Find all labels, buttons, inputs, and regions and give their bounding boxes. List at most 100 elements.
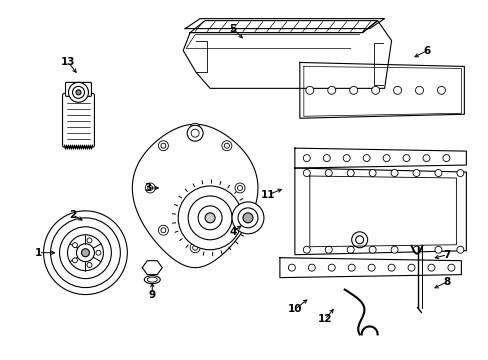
Circle shape <box>303 170 310 176</box>
Circle shape <box>238 208 258 228</box>
Circle shape <box>96 250 101 255</box>
Circle shape <box>407 264 414 271</box>
Text: 11: 11 <box>260 190 275 200</box>
Circle shape <box>43 211 127 294</box>
Circle shape <box>192 126 197 131</box>
Circle shape <box>327 86 335 94</box>
Circle shape <box>434 170 441 176</box>
Text: 7: 7 <box>443 250 450 260</box>
Circle shape <box>87 262 92 267</box>
Circle shape <box>308 264 315 271</box>
Circle shape <box>325 246 331 253</box>
Circle shape <box>224 143 229 148</box>
Circle shape <box>305 86 313 94</box>
Circle shape <box>346 246 353 253</box>
Circle shape <box>158 225 168 235</box>
Circle shape <box>187 125 203 141</box>
Circle shape <box>363 154 369 162</box>
Circle shape <box>198 206 222 230</box>
Circle shape <box>346 170 353 176</box>
Circle shape <box>371 86 379 94</box>
Circle shape <box>204 213 215 223</box>
Circle shape <box>235 183 244 193</box>
Circle shape <box>288 264 295 271</box>
Polygon shape <box>185 19 384 28</box>
Circle shape <box>415 86 423 94</box>
Circle shape <box>76 90 81 95</box>
Circle shape <box>442 154 449 162</box>
Polygon shape <box>183 21 391 88</box>
Text: 5: 5 <box>229 24 236 33</box>
Circle shape <box>434 246 441 253</box>
Circle shape <box>351 232 367 248</box>
Circle shape <box>349 86 357 94</box>
Circle shape <box>50 218 120 288</box>
Circle shape <box>243 213 252 223</box>
Circle shape <box>437 86 445 94</box>
Circle shape <box>232 202 264 234</box>
Circle shape <box>147 185 152 190</box>
Text: 9: 9 <box>148 289 156 300</box>
Circle shape <box>447 264 454 271</box>
Text: 2: 2 <box>69 210 76 220</box>
Text: 13: 13 <box>61 58 76 67</box>
Polygon shape <box>299 62 464 118</box>
Circle shape <box>161 228 165 233</box>
Circle shape <box>87 238 92 243</box>
Circle shape <box>161 143 165 148</box>
Text: 10: 10 <box>287 305 302 315</box>
Ellipse shape <box>144 276 160 284</box>
Circle shape <box>190 243 200 253</box>
Polygon shape <box>309 176 455 247</box>
Circle shape <box>382 154 389 162</box>
Circle shape <box>325 170 331 176</box>
Circle shape <box>72 243 77 248</box>
Text: 6: 6 <box>423 45 430 55</box>
Circle shape <box>368 246 375 253</box>
Circle shape <box>158 141 168 151</box>
Circle shape <box>323 154 329 162</box>
Circle shape <box>222 141 231 151</box>
Polygon shape <box>132 124 258 267</box>
Text: 4: 4 <box>229 227 236 237</box>
Polygon shape <box>294 148 466 168</box>
Circle shape <box>188 196 232 240</box>
Circle shape <box>191 129 199 137</box>
Polygon shape <box>294 168 466 255</box>
Circle shape <box>390 246 397 253</box>
Circle shape <box>224 228 229 233</box>
Circle shape <box>190 123 200 133</box>
Circle shape <box>60 227 111 279</box>
Text: 8: 8 <box>443 276 450 287</box>
Circle shape <box>76 244 94 262</box>
Ellipse shape <box>147 277 157 282</box>
Circle shape <box>393 86 401 94</box>
FancyBboxPatch shape <box>62 93 94 147</box>
Circle shape <box>192 245 197 250</box>
FancyBboxPatch shape <box>65 82 91 96</box>
Circle shape <box>145 183 155 193</box>
Polygon shape <box>279 258 461 278</box>
Circle shape <box>427 264 434 271</box>
Circle shape <box>402 154 409 162</box>
Circle shape <box>81 249 89 257</box>
Circle shape <box>68 82 88 102</box>
Polygon shape <box>183 32 362 50</box>
Circle shape <box>412 170 419 176</box>
Circle shape <box>303 246 310 253</box>
Circle shape <box>456 246 463 253</box>
Circle shape <box>237 185 242 190</box>
Polygon shape <box>185 19 215 76</box>
Circle shape <box>222 225 231 235</box>
Circle shape <box>355 236 363 244</box>
Circle shape <box>422 154 429 162</box>
Circle shape <box>343 154 349 162</box>
Polygon shape <box>142 261 162 275</box>
Circle shape <box>456 170 463 176</box>
Circle shape <box>387 264 394 271</box>
Circle shape <box>367 264 374 271</box>
Circle shape <box>303 154 310 162</box>
Circle shape <box>72 258 77 263</box>
Circle shape <box>347 264 354 271</box>
Circle shape <box>412 246 419 253</box>
